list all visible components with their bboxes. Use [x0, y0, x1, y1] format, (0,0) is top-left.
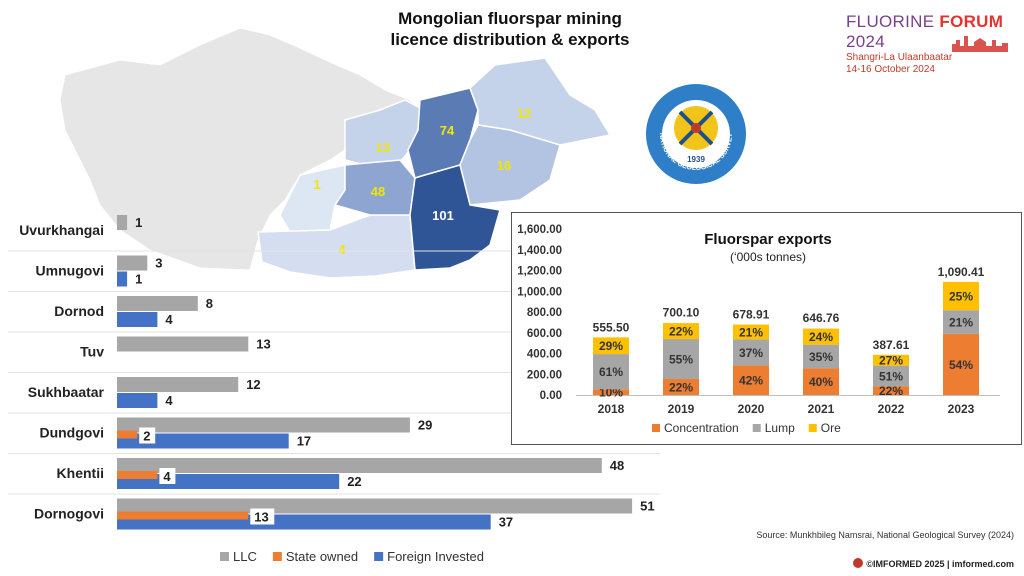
exports-stacked-bar-chart: Fluorspar exports (‘000s tonnes) 0.00 200… [517, 224, 1000, 435]
map-label-khentii: 74 [440, 123, 455, 138]
map-label-dornogovi: 101 [432, 208, 454, 223]
exports-bar-concentration [873, 386, 909, 395]
exports-x-tick: 2023 [948, 402, 975, 416]
exports-bar-ore [943, 281, 979, 311]
exports-x-tick: 2018 [598, 402, 625, 416]
exports-bar-ore [733, 324, 769, 340]
exports-y-tick: 0.00 [540, 390, 562, 402]
exports-legend-label: Concentration [664, 421, 739, 435]
exports-bar-concentration [663, 379, 699, 395]
exports-total-label: 387.61 [873, 338, 910, 352]
exports-x-tick: 2022 [878, 402, 905, 416]
title-line-2: licence distribution & exports [390, 30, 630, 49]
exports-legend-label: Lump [765, 421, 795, 435]
exports-total-label: 646.76 [803, 311, 840, 325]
map-west-background [59, 27, 421, 271]
map-label-uvurkhangai: 1 [313, 177, 320, 192]
national-geological-survey-seal: NATIONAL GEOLOGICAL SURVEY 1939 [646, 84, 746, 184]
exports-y-tick: 1,600.00 [517, 224, 562, 236]
exports-y-tick: 1,000.00 [517, 286, 562, 298]
exports-bar-lump [663, 339, 699, 380]
exports-bar-lump [873, 365, 909, 387]
exports-share-label: 22% [879, 384, 903, 398]
exports-bar-ore [873, 354, 909, 366]
exports-total-label: 678.91 [733, 308, 770, 322]
exports-share-label: 61% [599, 365, 623, 379]
map-region-umnugovi [257, 214, 416, 279]
exports-x-tick: 2019 [668, 402, 695, 416]
exports-bars: 10%61%29%555.5022%55%22%700.1042%37%21%6… [593, 265, 985, 400]
exports-bar-lump [593, 354, 629, 390]
exports-y-tick: 600.00 [527, 328, 562, 340]
map-region-dornod [469, 57, 612, 146]
exports-bar-ore [593, 337, 629, 355]
exports-subtitle: (‘000s tonnes) [730, 250, 806, 264]
copyright-note: ©IMFORMED 2025 | imformed.com [853, 558, 1014, 569]
exports-share-label: 37% [739, 346, 763, 360]
forum-dates: 14-16 October 2024 [846, 64, 935, 75]
exports-bar-lump [803, 344, 839, 369]
exports-share-label: 25% [949, 290, 973, 304]
exports-x-tick: 2021 [808, 402, 835, 416]
exports-share-label: 21% [739, 325, 763, 339]
exports-share-label: 42% [739, 374, 763, 388]
exports-share-label: 55% [669, 353, 693, 367]
exports-legend-swatch [808, 424, 817, 432]
exports-legend-swatch [752, 424, 761, 432]
exports-total-label: 555.50 [593, 320, 630, 334]
imformed-logo-icon [853, 558, 864, 568]
skyline-icon [952, 36, 1008, 52]
map-label-sukhbaatar: 16 [497, 158, 511, 173]
map-label-dornod: 12 [517, 106, 531, 121]
map-label-tuv: 13 [376, 140, 390, 155]
exports-y-tick: 1,200.00 [517, 266, 562, 278]
exports-total-label: 1,090.41 [938, 265, 985, 279]
exports-share-label: 35% [809, 350, 833, 364]
exports-share-label: 24% [809, 330, 833, 344]
exports-x-axis: 2018 2019 2020 2021 2022 2023 [598, 402, 975, 416]
exports-bar-concentration [593, 389, 629, 395]
exports-share-label: 22% [669, 325, 693, 339]
exports-y-tick: 800.00 [527, 307, 562, 319]
page-title: Mongolian fluorspar mining licence distr… [330, 8, 690, 50]
map-label-dundgovi: 48 [371, 184, 385, 199]
exports-share-label: 27% [879, 354, 903, 368]
fluorine-forum-logo: FLUORINE FORUM 2024 Shangri-La Ulaanbaat… [846, 12, 1016, 76]
exports-bar-concentration [803, 368, 839, 395]
exports-chart-panel: Fluorspar exports (‘000s tonnes) 0.00 200… [511, 212, 1022, 445]
exports-bar-concentration [943, 333, 979, 395]
exports-bar-lump [943, 310, 979, 334]
exports-y-tick: 1,400.00 [517, 245, 562, 257]
exports-bar-concentration [733, 365, 769, 395]
exports-y-axis: 0.00 200.00 400.00 600.00 800.00 1,000.00 1,20… [517, 224, 1000, 402]
exports-title: Fluorspar exports [704, 231, 832, 248]
exports-total-label: 700.10 [663, 305, 700, 319]
exports-share-label: 40% [809, 375, 833, 389]
source-note: Source: Munkhbileg Namsrai, National Geo… [756, 530, 1014, 540]
exports-legend-swatch [652, 424, 660, 432]
exports-y-tick: 400.00 [527, 349, 562, 361]
forum-name: FLUORINE FORUM 2024 [846, 12, 1004, 51]
exports-bar-ore [663, 323, 699, 340]
map-label-umnugovi: 4 [338, 242, 346, 257]
exports-share-label: 54% [949, 358, 973, 372]
exports-share-label: 51% [879, 369, 903, 383]
seal-year: 1939 [687, 155, 705, 164]
exports-x-tick: 2020 [738, 402, 765, 416]
exports-legend: Concentration Lump Ore [652, 421, 841, 435]
exports-share-label: 22% [669, 381, 693, 395]
exports-legend-label: Ore [821, 421, 841, 435]
exports-bar-lump [733, 339, 769, 366]
map-region-dundgovi [333, 159, 416, 216]
map-region-dornogovi [409, 164, 501, 271]
exports-share-label: 21% [949, 316, 973, 330]
title-line-1: Mongolian fluorspar mining [398, 9, 622, 28]
exports-y-tick: 200.00 [527, 369, 562, 381]
exports-bar-ore [803, 328, 839, 345]
forum-venue: Shangri-La Ulaanbaatar [846, 52, 953, 63]
exports-share-label: 29% [599, 339, 623, 353]
